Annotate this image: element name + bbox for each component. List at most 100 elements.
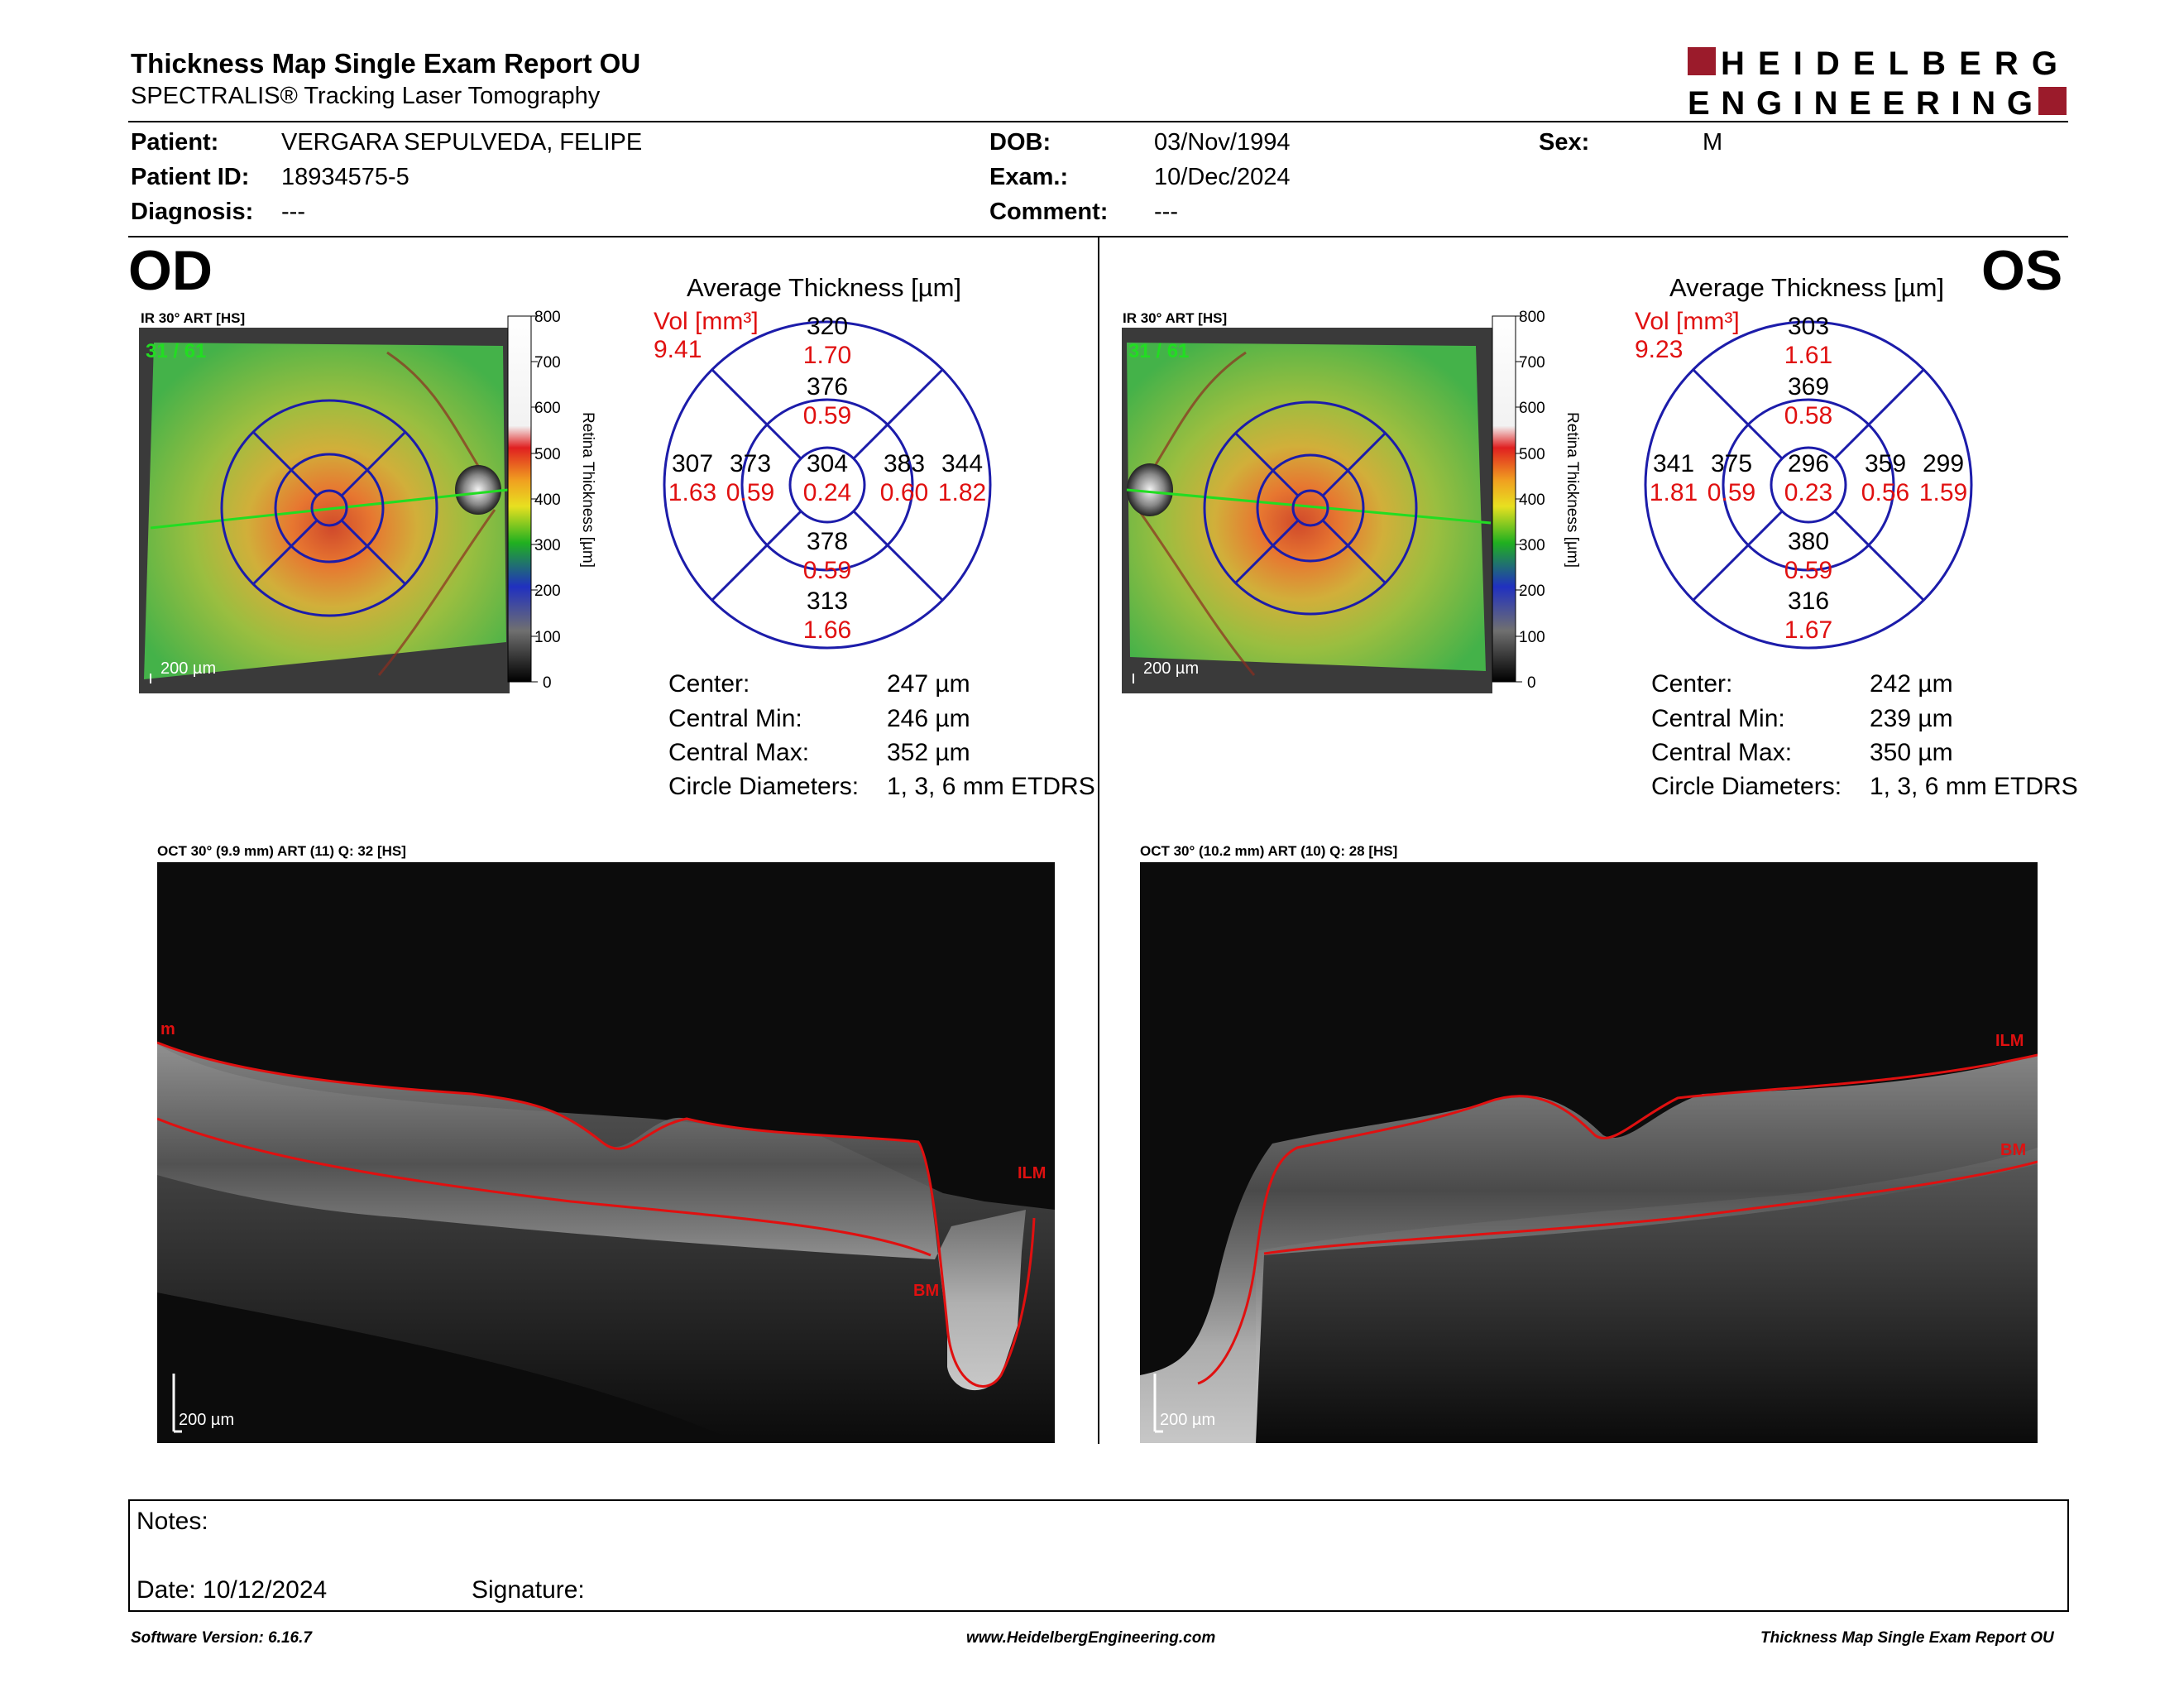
od-ir-label: IR 30° ART [HS]: [141, 310, 246, 326]
od-oct-label: OCT 30° (9.9 mm) ART (11) Q: 32 [HS]: [157, 843, 406, 859]
os-ilm-label: ILM: [1995, 1032, 2024, 1050]
os-max-label: Central Max:: [1651, 739, 1793, 766]
od-tick-100: 100: [534, 629, 561, 646]
od-inner-left-thick: 373: [730, 450, 771, 477]
od-center-vol: 0.24: [803, 479, 851, 506]
info-divider: [128, 236, 2068, 237]
od-ilm-label: ILM: [1018, 1164, 1046, 1182]
os-tick-100: 100: [1519, 629, 1545, 646]
od-scale-label: 200 µm: [160, 659, 216, 678]
od-inner-right-thick: 383: [884, 450, 925, 477]
od-inner-sup-thick: 376: [807, 373, 848, 400]
os-oct-scale: 200 µm: [1160, 1411, 1215, 1429]
signature-label: Signature:: [472, 1576, 585, 1604]
os-inner-sup-vol: 0.58: [1784, 402, 1832, 429]
os-inner-inf-thick: 380: [1788, 528, 1829, 555]
os-tick-800: 800: [1519, 309, 1545, 326]
od-outer-inf-vol: 1.66: [803, 616, 851, 644]
od-tick-300: 300: [534, 537, 561, 554]
od-tick-200: 200: [534, 583, 561, 600]
os-bm-label: BM: [2000, 1141, 2026, 1159]
od-diam-label: Circle Diameters:: [668, 773, 860, 800]
od-outer-left-thick: 307: [672, 450, 713, 477]
od-tick-700: 700: [534, 354, 561, 372]
od-diam-value: 1, 3, 6 mm ETDRS: [887, 773, 1095, 800]
comment-value: ---: [1154, 199, 1178, 225]
notes-label: Notes:: [136, 1508, 208, 1535]
os-color-scale: 800 700 600 500 400 300 200 100 0 Retina…: [1492, 309, 1581, 692]
os-center-thick: 296: [1788, 450, 1829, 477]
os-ilm-line: [1197, 1053, 2038, 1385]
os-scale-label: 200 µm: [1143, 659, 1199, 678]
od-outer-sup-vol: 1.70: [803, 342, 851, 369]
dob-value: 03/Nov/1994: [1154, 129, 1291, 156]
od-max-value: 352 µm: [887, 739, 970, 766]
patient-id-label: Patient ID:: [131, 164, 250, 190]
od-scan-line: [150, 488, 509, 530]
os-outer-right-thick: 299: [1923, 450, 1964, 477]
os-center-vol: 0.23: [1784, 479, 1832, 506]
os-outer-inf-thick: 316: [1788, 587, 1829, 615]
patient-id: 18934575-5: [281, 164, 410, 190]
os-vol-label: Vol [mm³]: [1635, 308, 1740, 335]
report-title: Thickness Map Single Exam Report OU: [131, 48, 641, 79]
diagnosis-label: Diagnosis:: [131, 199, 254, 225]
notes-box[interactable]: [128, 1499, 2069, 1612]
software-version: Software Version: 6.16.7: [131, 1629, 312, 1647]
od-inner-inf-vol: 0.59: [803, 557, 851, 584]
od-tick-400: 400: [534, 492, 561, 509]
logo-line2: ENGINEERING: [1688, 85, 2035, 117]
os-tick-0: 0: [1527, 674, 1536, 692]
os-inner-left-vol: 0.59: [1707, 479, 1755, 506]
exam-label: Exam.:: [989, 164, 1069, 190]
od-avg-title: Average Thickness [µm]: [687, 273, 962, 302]
os-max-value: 350 µm: [1870, 739, 1953, 766]
sex-label: Sex:: [1539, 129, 1590, 156]
os-tick-200: 200: [1519, 583, 1545, 600]
os-tick-700: 700: [1519, 354, 1545, 372]
od-center-thick: 304: [807, 450, 848, 477]
od-etdrs-overlay: [220, 399, 438, 617]
od-oct-bscan: m ILM BM 200 µm: [157, 862, 1055, 1443]
os-min-label: Central Min:: [1651, 705, 1785, 732]
od-frame-counter: 31 / 61: [146, 340, 206, 362]
od-min-label: Central Min:: [668, 705, 802, 732]
od-min-value: 246 µm: [887, 705, 970, 732]
os-outer-inf-vol: 1.67: [1784, 616, 1832, 644]
od-tick-500: 500: [534, 446, 561, 463]
od-inner-right-vol: 0.60: [880, 479, 928, 506]
os-thickness-map: 31 / 61 200 µm: [1122, 328, 1492, 693]
heidelberg-logo: HEIDELBERG ENGINEERING: [1688, 46, 2067, 117]
od-inner-inf-thick: 378: [807, 528, 848, 555]
os-tick-400: 400: [1519, 492, 1545, 509]
os-outer-sup-vol: 1.61: [1784, 342, 1832, 369]
os-avg-title: Average Thickness [µm]: [1669, 273, 1945, 302]
od-inner-sup-vol: 0.59: [803, 402, 851, 429]
os-etdrs-overlay: [1203, 400, 1418, 616]
od-ilm-line: [157, 1041, 1036, 1388]
os-center-value: 242 µm: [1870, 670, 1953, 698]
header-divider: [128, 121, 2068, 122]
od-etdrs-grid: 320 1.70 376 0.59 304 0.24 373 0.59 383 …: [663, 313, 992, 650]
os-inner-left-thick: 375: [1711, 450, 1752, 477]
logo-line1: HEIDELBERG: [1721, 46, 2060, 82]
od-scale-axis-label: Retina Thickness [µm]: [579, 412, 596, 568]
os-oct-label: OCT 30° (10.2 mm) ART (10) Q: 28 [HS]: [1140, 843, 1398, 859]
os-inner-right-thick: 359: [1865, 450, 1906, 477]
patient-name: VERGARA SEPULVEDA, FELIPE: [281, 129, 643, 156]
os-inner-right-vol: 0.56: [1861, 479, 1909, 506]
os-bm-line: [1263, 1160, 2038, 1255]
website-link[interactable]: www.HeidelbergEngineering.com: [966, 1629, 1216, 1647]
os-outer-sup-thick: 303: [1788, 313, 1829, 340]
os-frame-counter: 31 / 61: [1128, 340, 1189, 362]
od-outer-right-vol: 1.82: [938, 479, 986, 506]
od-tick-0: 0: [543, 674, 552, 692]
os-min-value: 239 µm: [1870, 705, 1953, 732]
od-bm-line: [157, 1117, 932, 1257]
os-etdrs-grid: 303 1.61 369 0.58 296 0.23 375 0.59 359 …: [1644, 313, 1973, 650]
eye-divider: [1098, 237, 1099, 1444]
od-bm-label: BM: [913, 1282, 939, 1300]
os-diam-value: 1, 3, 6 mm ETDRS: [1870, 773, 2078, 800]
od-outer-right-thick: 344: [941, 450, 983, 477]
os-vol-value: 9.23: [1635, 336, 1684, 363]
